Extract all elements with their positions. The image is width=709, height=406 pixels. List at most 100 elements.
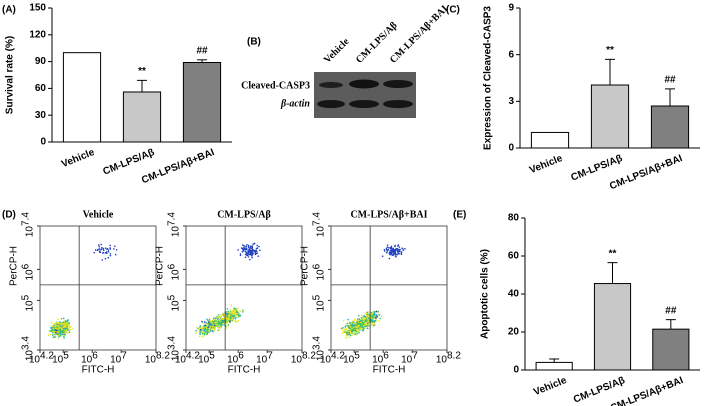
flow-dot xyxy=(107,256,110,259)
flow-dot xyxy=(400,252,403,255)
flow-dot xyxy=(235,321,237,323)
y-axis-label: Survival rate (%) xyxy=(5,36,16,114)
flow-dot xyxy=(220,327,222,329)
flow-dot xyxy=(204,327,206,330)
y-tick-label: 80 xyxy=(508,213,520,224)
y-tick-label: 20 xyxy=(508,327,520,338)
flow-dot xyxy=(375,313,377,316)
flow-dot xyxy=(214,325,217,327)
flow-dot xyxy=(249,253,252,256)
panel-label: (A) xyxy=(2,5,16,16)
flow-dot xyxy=(217,322,220,325)
flow-dot xyxy=(243,248,246,250)
flow-dot xyxy=(234,319,236,322)
x-tick-exponent: 6 xyxy=(92,351,98,362)
flow-dot xyxy=(57,337,59,340)
flow-dot xyxy=(220,316,222,318)
flow-dot xyxy=(213,329,215,332)
flow-dot xyxy=(389,253,392,255)
flow-dot xyxy=(344,326,347,328)
flow-dot xyxy=(52,330,54,333)
flow-dot xyxy=(360,328,363,330)
blot-panel: (B) Vehicle CM-LPS/Aβ CM-LPS/Aβ+BAI Clea… xyxy=(241,3,450,118)
y-tick-label: 120 xyxy=(29,29,46,40)
flow-dot xyxy=(368,315,370,318)
flow-dot xyxy=(217,313,220,316)
x-tick-exponent: 5 xyxy=(63,351,69,362)
flow-dot xyxy=(252,243,255,245)
flow-dot xyxy=(199,326,201,328)
x-tick-base: 10 xyxy=(198,355,210,366)
flow-dot xyxy=(386,251,388,254)
flow-dot xyxy=(346,322,349,325)
flow-dot xyxy=(348,327,350,329)
flow-dot xyxy=(56,325,59,327)
x-tick-base: 10 xyxy=(320,355,332,366)
flow-dot xyxy=(364,325,366,328)
flow-dot xyxy=(401,247,403,249)
flow-dot xyxy=(98,250,101,252)
flow-dot xyxy=(380,315,383,317)
flow-dot xyxy=(101,259,104,261)
annotation: ## xyxy=(664,75,676,86)
flow-dot xyxy=(355,327,357,330)
x-tick-base: 10 xyxy=(227,355,239,366)
flow-dot xyxy=(245,247,248,250)
x-tick-exponent: 4.2 xyxy=(40,351,54,362)
flow-dot xyxy=(248,253,250,256)
row-label: Cleaved-CASP3 xyxy=(241,80,310,91)
flow-dot xyxy=(350,334,353,337)
flow-dot xyxy=(201,327,203,330)
flow-dot xyxy=(209,325,212,328)
flow-dot xyxy=(237,314,239,316)
flow-dot xyxy=(198,328,200,330)
y-tick-exponent: 5 xyxy=(167,294,178,300)
annotation: ** xyxy=(606,45,614,56)
flow-dot xyxy=(205,321,208,324)
flow-dot xyxy=(381,255,384,258)
flow-dot xyxy=(345,324,347,327)
flow-dot xyxy=(370,313,373,316)
flow-dot xyxy=(360,316,363,319)
x-tick-exponent: 5 xyxy=(209,351,215,362)
flow-dot xyxy=(222,323,225,326)
flow-dot xyxy=(365,316,368,319)
x-tick-exponent: 6 xyxy=(383,351,389,362)
flow-dot xyxy=(199,333,201,335)
x-tick-label: Vehicle xyxy=(528,153,564,176)
flow-dot xyxy=(57,318,59,320)
x-tick-base: 10 xyxy=(436,355,448,366)
flow-dot xyxy=(373,322,375,324)
x-tick-exponent: 8.2 xyxy=(156,351,170,362)
flow-dot xyxy=(53,324,55,327)
flow-dot xyxy=(247,256,250,258)
flow-dot xyxy=(379,317,382,320)
flow-dot xyxy=(105,251,108,253)
flow-dot xyxy=(208,324,210,327)
flow-dot xyxy=(252,249,254,252)
flow-dot xyxy=(257,255,260,257)
flow-dot xyxy=(366,326,368,328)
flow-dot xyxy=(102,252,104,254)
flow-dot xyxy=(60,327,63,330)
row-label: β-actin xyxy=(280,98,310,109)
flow-dot xyxy=(377,311,379,314)
flow-dot xyxy=(356,320,358,322)
flow-dot xyxy=(368,325,370,327)
bar xyxy=(530,131,570,149)
flow-dot xyxy=(67,331,69,334)
y-tick-base: 10 xyxy=(25,269,36,281)
flow-dot xyxy=(354,331,356,333)
flow-dot xyxy=(252,253,254,255)
y-axis-label: PerCP-H xyxy=(155,246,166,286)
flow-dot xyxy=(375,317,377,319)
flow-dot xyxy=(52,336,55,339)
flow-dot xyxy=(378,314,381,316)
y-tick-label: 40 xyxy=(508,289,520,300)
flow-dot xyxy=(388,251,391,254)
flow-dot xyxy=(373,314,376,316)
flow-dot xyxy=(206,332,208,335)
panel-label: (E) xyxy=(453,210,466,221)
flow-dot xyxy=(69,328,72,331)
